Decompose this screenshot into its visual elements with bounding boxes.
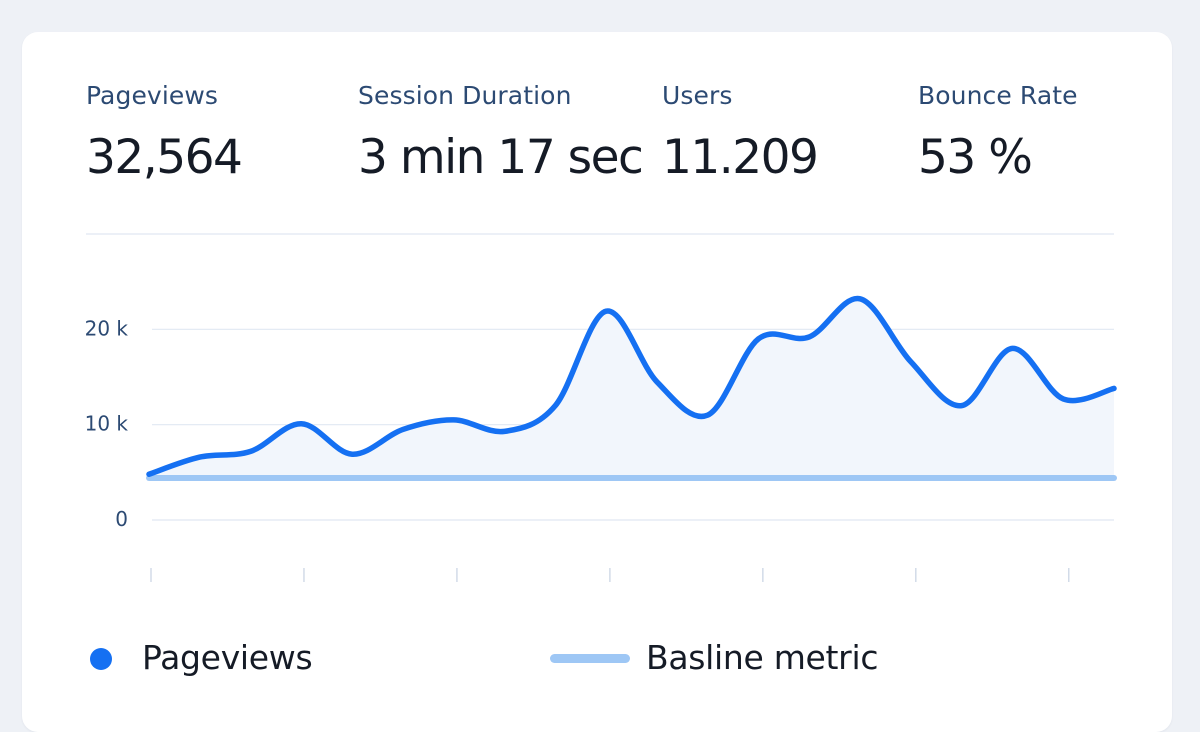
legend-label: Basline metric bbox=[646, 638, 879, 677]
kpi-label: Users bbox=[662, 81, 733, 110]
kpi-label: Pageviews bbox=[86, 81, 219, 110]
pageviews-chart: 0 10 k 20 k bbox=[85, 233, 1117, 582]
y-tick-label: 10 k bbox=[85, 412, 129, 436]
legend-label: Pageviews bbox=[142, 638, 313, 677]
analytics-card: 0 10 k 20 k Pageviews 32,564 Session Durat… bbox=[22, 32, 1172, 732]
y-tick-label: 20 k bbox=[85, 316, 129, 340]
y-tick-label: 0 bbox=[115, 507, 128, 531]
kpi-value: 11.209 bbox=[662, 130, 819, 185]
legend-pageviews-dot-icon bbox=[90, 648, 112, 670]
kpi-label: Bounce Rate bbox=[918, 81, 1078, 110]
legend-baseline-line-icon bbox=[550, 654, 630, 663]
series-line-pageviews bbox=[146, 296, 1117, 477]
pageviews-area bbox=[149, 298, 1114, 479]
kpi-label: Session Duration bbox=[358, 81, 572, 110]
kpi-value: 53 % bbox=[918, 130, 1033, 185]
kpi-value: 3 min 17 sec bbox=[358, 130, 644, 185]
kpi-value: 32,564 bbox=[86, 130, 243, 185]
